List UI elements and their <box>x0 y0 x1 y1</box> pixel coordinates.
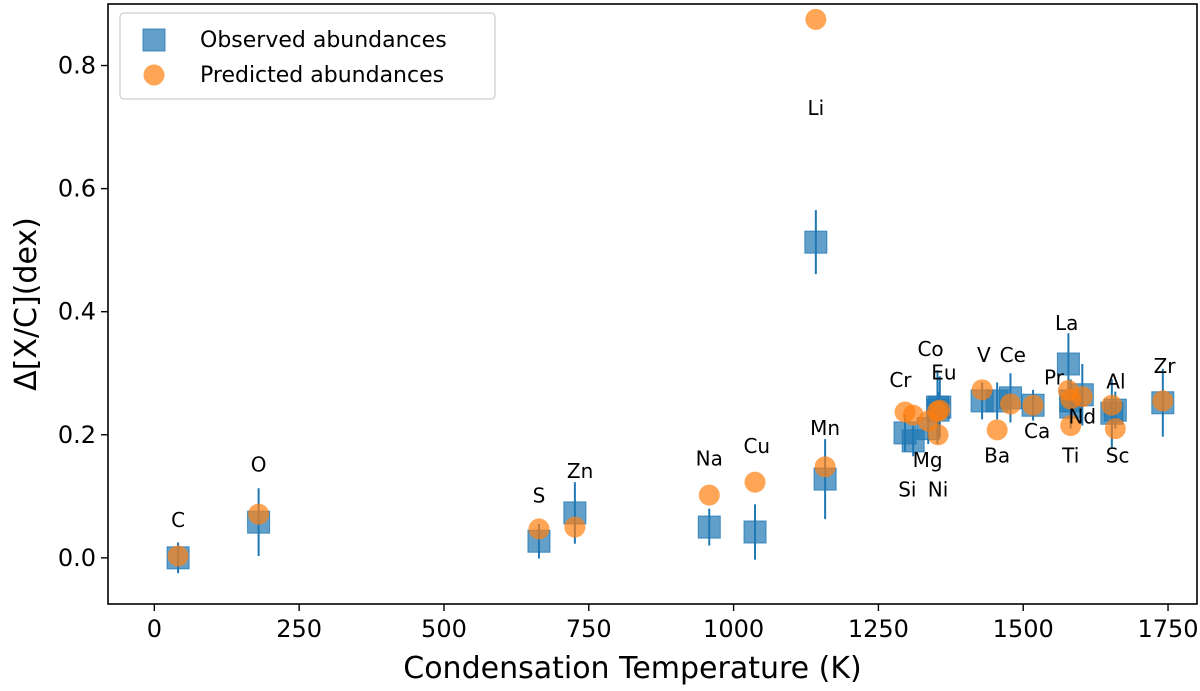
predicted-point-ti <box>1060 415 1082 437</box>
element-label-la: La <box>1055 311 1078 335</box>
observed-point-cu <box>743 520 767 544</box>
x-tick-label: 1750 <box>1137 615 1198 643</box>
element-label-ca: Ca <box>1024 419 1050 443</box>
x-tick-label: 1250 <box>848 615 909 643</box>
predicted-point-ca <box>1022 394 1044 416</box>
legend-marker-observed <box>142 28 166 52</box>
element-label-c: C <box>171 508 185 532</box>
predicted-point-li <box>805 8 827 30</box>
predicted-point-c <box>167 545 189 567</box>
predicted-point-ce <box>999 393 1021 415</box>
predicted-point-o <box>248 503 270 525</box>
element-label-eu: Eu <box>931 360 956 384</box>
x-tick-label: 1500 <box>993 615 1054 643</box>
observed-point-la <box>1056 352 1080 376</box>
x-tick-label: 500 <box>421 615 467 643</box>
legend-box <box>119 12 496 100</box>
predicted-point-nd <box>1071 386 1093 408</box>
axes: 0 250 500 750 1000 1250 1500 1750 0.0 0.2 0.4 0.6 0.… <box>9 3 1199 686</box>
predicted-point-na <box>698 484 720 506</box>
element-label-nd: Nd <box>1068 405 1096 429</box>
legend-label-observed: Observed abundances <box>200 28 447 53</box>
predicted-point-s <box>528 518 550 540</box>
element-label-ni: Ni <box>928 477 949 501</box>
x-axis-title: Condensation Temperature (K) <box>403 651 862 686</box>
element-label-na: Na <box>696 447 723 471</box>
predicted-point-zn <box>564 516 586 538</box>
legend-label-predicted: Predicted abundances <box>200 63 444 88</box>
observed-point-li <box>804 230 828 254</box>
element-label-co: Co <box>917 337 943 361</box>
element-label-s: S <box>533 483 546 507</box>
element-label-al: Al <box>1106 370 1125 394</box>
predicted-point-v <box>971 379 993 401</box>
x-tick-label: 250 <box>276 615 322 643</box>
y-tick-label: 0.0 <box>58 544 96 572</box>
x-tick-label: 1000 <box>703 615 764 643</box>
y-tick-label: 0.6 <box>58 175 96 203</box>
plot-area: C O S Zn Na Cu Li Mn Cr Si Mg Co Ni Eu V Ba Ce Ca La Ti PrNd… <box>166 8 1177 574</box>
predicted-point-eu <box>929 399 951 421</box>
predicted-point-ba <box>986 419 1008 441</box>
predicted-point-ni <box>927 424 949 446</box>
element-label-ti: Ti <box>1061 443 1079 467</box>
element-label-zn: Zn <box>567 459 593 483</box>
predicted-point-al <box>1101 394 1123 416</box>
element-label-zr: Zr <box>1154 354 1177 378</box>
x-tick-label: 750 <box>566 615 612 643</box>
element-label-cr: Cr <box>889 368 912 392</box>
y-axis-title: Δ[X/C](dex) <box>9 217 44 391</box>
element-label-v: V <box>977 343 991 367</box>
y-tick-label: 0.4 <box>58 298 96 326</box>
observed-point-na <box>697 515 721 539</box>
element-label-pr: Pr <box>1044 365 1065 389</box>
element-label-mg: Mg <box>913 448 943 472</box>
predicted-point-sc <box>1104 418 1126 440</box>
predicted-point-mn <box>814 456 836 478</box>
legend-marker-predicted <box>143 64 165 86</box>
element-label-o: O <box>251 453 267 477</box>
element-label-sc: Sc <box>1106 443 1130 467</box>
predicted-point-cu <box>744 471 766 493</box>
element-label-ba: Ba <box>984 443 1010 467</box>
element-label-ce: Ce <box>1000 343 1026 367</box>
plot-frame <box>107 3 1198 605</box>
x-tick-label: 0 <box>147 615 162 643</box>
element-label-mn: Mn <box>810 416 840 440</box>
legend: Observed abundances Predicted abundances <box>119 12 496 100</box>
element-label-cu: Cu <box>743 434 770 458</box>
y-tick-label: 0.2 <box>58 421 96 449</box>
predicted-point-zr <box>1152 390 1174 412</box>
element-label-si: Si <box>898 477 916 501</box>
y-tick-label: 0.8 <box>58 52 96 80</box>
element-label-li: Li <box>807 96 824 120</box>
